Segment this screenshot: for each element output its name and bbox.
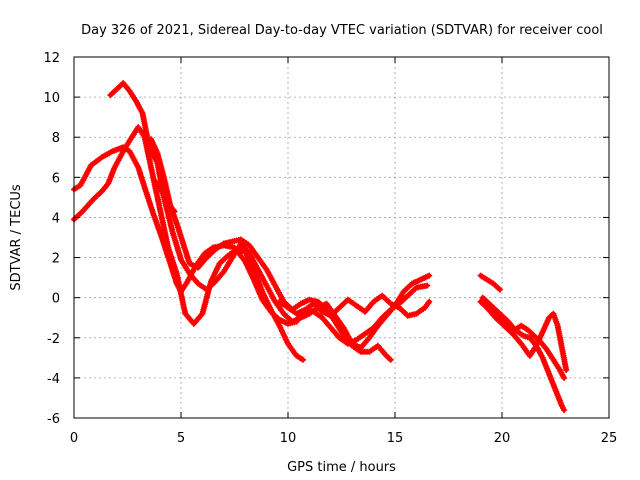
series-plus-markers [148,136,394,363]
y-tick-label: 10 [43,91,60,106]
y-tick-label: 8 [52,131,60,146]
x-tick-label: 25 [601,431,618,446]
x-axis-label: GPS time / hours [287,460,396,475]
series-arc-5 [152,178,178,215]
y-tick-label: 12 [43,51,60,66]
series-plus-markers [479,294,568,381]
series-arc-4 [148,136,394,363]
y-tick-label: 6 [52,171,60,186]
plot-frame [73,56,610,419]
y-axis-label: SDTVAR / TECUs [9,184,24,291]
y-tick-label: 2 [52,252,60,267]
series-arc-7 [477,272,503,293]
series-arc-10 [484,304,570,373]
y-tick-label: -2 [47,332,60,347]
series-plus-markers [152,178,178,215]
x-tick-label: 20 [494,431,511,446]
y-tick-label: -6 [47,412,60,427]
data-series [71,80,570,413]
x-tick-label: 0 [70,431,78,446]
y-tick-label: 0 [52,292,60,307]
series-trace [71,124,306,363]
x-tick-label: 10 [280,431,297,446]
series-arc-9 [479,294,568,381]
y-tick-label: -4 [47,372,60,387]
chart-title: Day 326 of 2021, Sidereal Day-to-day VTE… [81,23,603,38]
series-plus-markers [276,292,433,319]
y-tick-label: 4 [52,211,60,226]
grid [74,57,609,418]
x-tick-label: 15 [387,431,404,446]
series-plus-markers [484,304,570,373]
x-tick-label: 5 [177,431,185,446]
axis-ticks: 0 5 10 15 20 25 -6 -4 -2 0 2 4 6 8 10 12 [43,51,617,446]
series-arc-6 [276,292,433,319]
series-plus-markers [477,272,503,293]
series-plus-markers [71,124,306,363]
series-arc-2 [71,124,306,363]
